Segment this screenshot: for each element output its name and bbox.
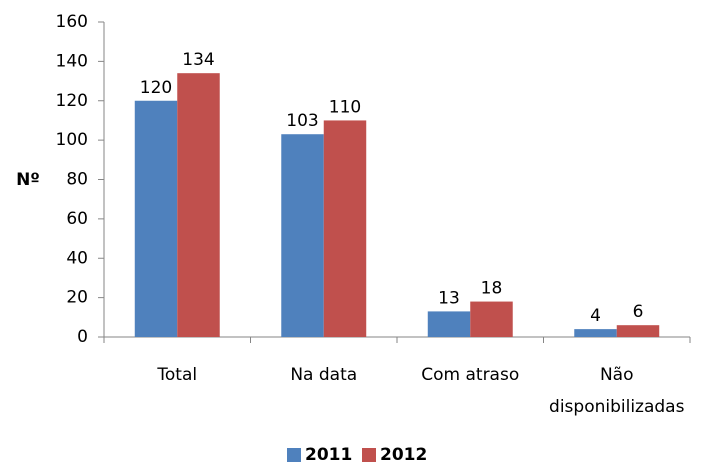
x-tick-label: Não disponibilizadas <box>549 365 685 417</box>
bar <box>427 311 471 337</box>
legend-swatch <box>362 448 376 462</box>
legend-swatch <box>287 448 301 462</box>
y-tick-label: 120 <box>56 91 88 111</box>
value-label: 110 <box>329 97 361 117</box>
value-label: 4 <box>590 306 601 326</box>
bar <box>323 120 367 337</box>
y-axis-label: Nº <box>16 170 40 190</box>
bar <box>470 301 513 337</box>
y-tick-label: 20 <box>66 288 88 308</box>
value-label: 103 <box>286 111 318 131</box>
y-tick-label: 40 <box>66 248 88 268</box>
x-tick-label: Com atraso <box>421 365 519 385</box>
y-tick-label: 60 <box>66 209 88 229</box>
y-tick-label: 80 <box>66 170 88 190</box>
bar <box>281 134 324 337</box>
value-label: 134 <box>182 50 214 70</box>
x-tick-label: Total <box>156 365 197 385</box>
value-label: 6 <box>633 302 644 322</box>
bar <box>134 100 178 337</box>
legend-label: 2011 <box>305 445 352 464</box>
bar <box>574 329 617 337</box>
y-tick-label: 0 <box>77 327 88 347</box>
value-label: 120 <box>140 78 172 98</box>
value-label: 13 <box>438 288 460 308</box>
bar <box>177 73 220 337</box>
y-tick-label: 160 <box>56 12 88 32</box>
y-tick-label: 100 <box>56 130 88 150</box>
x-tick-label: Na data <box>290 365 357 385</box>
value-label: 18 <box>481 279 503 299</box>
bar <box>616 325 660 337</box>
legend-label: 2012 <box>380 445 427 464</box>
y-tick-label: 140 <box>56 51 88 71</box>
